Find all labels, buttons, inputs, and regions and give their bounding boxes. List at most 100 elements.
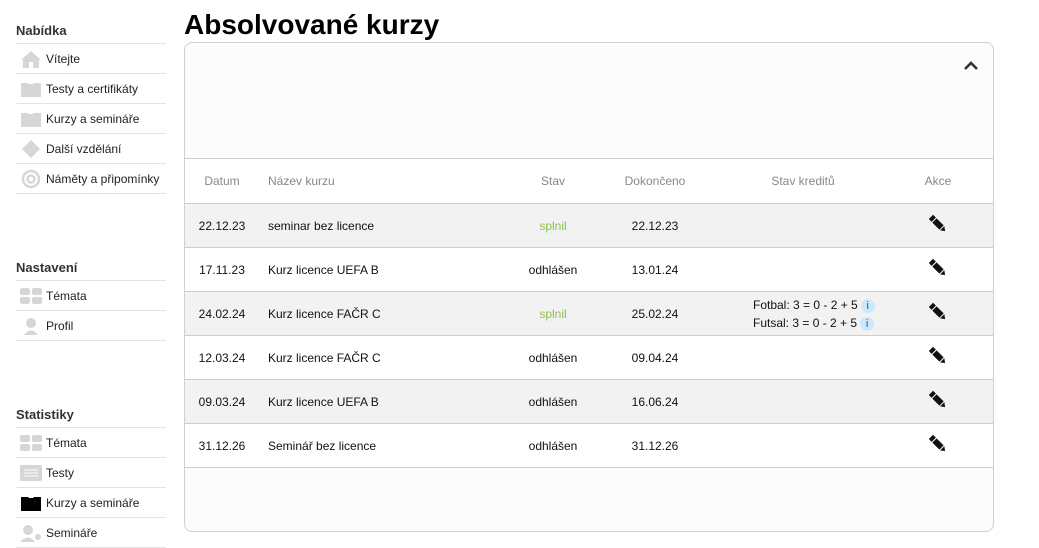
sidebar-item-label: Kurzy a semináře	[46, 495, 140, 510]
chevron-up-icon[interactable]	[963, 55, 979, 76]
col-nazev: Název kurzu	[259, 158, 519, 204]
col-kredity: Stav kreditů	[723, 158, 883, 204]
sidebar-item-label: Semináře	[46, 525, 98, 540]
cell-dokonceno: 13.01.24	[587, 247, 723, 292]
sidebar-item-label: Témata	[46, 288, 87, 303]
sidebar-item[interactable]: Témata	[16, 281, 166, 311]
sidebar-section-title: Nastavení	[16, 255, 166, 281]
edit-pencil-icon[interactable]	[928, 434, 948, 457]
cell-dokonceno: 22.12.23	[587, 203, 723, 248]
table-row: 17.11.23 Kurz licence UEFA B odhlášen 13…	[185, 247, 993, 292]
cell-datum: 17.11.23	[185, 247, 259, 292]
home-icon	[20, 50, 42, 68]
sidebar-item[interactable]: Vítejte	[16, 44, 166, 74]
sidebar-item[interactable]: Kurzy a semináře	[16, 488, 166, 518]
sidebar-item[interactable]: Testy	[16, 458, 166, 488]
sidebar-item[interactable]: Testy a certifikáty	[16, 74, 166, 104]
cell-akce	[883, 291, 993, 336]
edit-pencil-icon[interactable]	[928, 346, 948, 369]
col-datum: Datum	[185, 158, 259, 204]
grid-icon	[20, 287, 42, 305]
cell-dokonceno: 09.04.24	[587, 335, 723, 380]
edit-pencil-icon[interactable]	[928, 390, 948, 413]
table-row: 24.02.24 Kurz licence FAČR C splnil 25.0…	[185, 291, 993, 336]
cell-stav: splnil	[519, 291, 587, 336]
cell-kredity	[723, 423, 883, 468]
sidebar-item[interactable]: Semináře	[16, 518, 166, 548]
sidebar-section: Statistiky Témata Testy Kurzy a semináře Sem…	[16, 402, 166, 548]
sidebar-item-label: Profil	[46, 318, 74, 333]
info-icon[interactable]: i	[860, 298, 875, 313]
grid-icon	[20, 434, 42, 452]
cell-nazev: Kurz licence UEFA B	[259, 379, 519, 424]
cell-akce	[883, 247, 993, 292]
cell-datum: 09.03.24	[185, 379, 259, 424]
folder-icon	[20, 110, 42, 128]
sidebar-item-label: Testy a certifikáty	[46, 81, 139, 96]
sidebar-item[interactable]: Náměty a připomínky	[16, 164, 166, 194]
table-header: Datum Název kurzu Stav Dokončeno Stav kr…	[185, 158, 993, 204]
sidebar-item[interactable]: Další vzdělání	[16, 134, 166, 164]
sidebar-item[interactable]: Témata	[16, 428, 166, 458]
cell-kredity	[723, 379, 883, 424]
credit-text: Futsal: 3 = 0 - 2 + 5	[753, 315, 858, 330]
cell-nazev: Kurz licence FAČR C	[259, 291, 519, 336]
cell-stav: odhlášen	[519, 335, 587, 380]
credit-text: Fotbal: 3 = 0 - 2 + 5	[753, 297, 858, 312]
table-row: 31.12.26 Seminář bez licence odhlášen 31…	[185, 423, 993, 468]
cell-stav: odhlášen	[519, 379, 587, 424]
cell-akce	[883, 335, 993, 380]
folder-icon	[20, 494, 42, 512]
cell-stav: odhlášen	[519, 423, 587, 468]
cell-akce	[883, 203, 993, 248]
cell-akce	[883, 423, 993, 468]
cell-kredity	[723, 247, 883, 292]
edit-pencil-icon[interactable]	[928, 258, 948, 281]
edit-pencil-icon[interactable]	[928, 302, 948, 325]
sidebar-item-label: Další vzdělání	[46, 141, 122, 156]
sidebar-item-label: Vítejte	[46, 51, 81, 66]
sidebar-section-title: Nabídka	[16, 18, 166, 44]
info-icon[interactable]: i	[860, 316, 875, 331]
cell-nazev: Kurz licence FAČR C	[259, 335, 519, 380]
page-title: Absolvované kurzy	[184, 9, 440, 40]
list-icon	[20, 464, 42, 482]
sidebar-section-title: Statistiky	[16, 402, 166, 428]
cell-nazev: seminar bez licence	[259, 203, 519, 248]
sidebar-item-label: Testy	[46, 465, 75, 480]
cell-kredity	[723, 335, 883, 380]
edit-pencil-icon[interactable]	[928, 214, 948, 237]
col-akce: Akce	[883, 158, 993, 204]
table-row: 12.03.24 Kurz licence FAČR C odhlášen 09…	[185, 335, 993, 380]
sidebar-item[interactable]: Profil	[16, 311, 166, 341]
cell-datum: 24.02.24	[185, 291, 259, 336]
at-icon	[20, 169, 42, 188]
cell-nazev: Seminář bez licence	[259, 423, 519, 468]
diamond-icon	[20, 139, 42, 158]
courses-table: Datum Název kurzu Stav Dokončeno Stav kr…	[185, 158, 993, 468]
cell-kredity: Fotbal: 3 = 0 - 2 + 5 i Futsal: 3 = 0 - 2 …	[723, 291, 883, 336]
sidebar-item[interactable]: Kurzy a semináře	[16, 104, 166, 134]
table-row: 22.12.23 seminar bez licence splnil 22.1…	[185, 203, 993, 248]
user-icon	[20, 317, 42, 335]
users-icon	[20, 524, 42, 542]
sidebar-item-label: Náměty a připomínky	[46, 171, 160, 186]
cell-dokonceno: 31.12.26	[587, 423, 723, 468]
sidebar-item-label: Kurzy a semináře	[46, 111, 140, 126]
cell-akce	[883, 379, 993, 424]
courses-panel: Datum Název kurzu Stav Dokončeno Stav kr…	[184, 42, 994, 532]
table-row: 09.03.24 Kurz licence UEFA B odhlášen 16…	[185, 379, 993, 424]
sidebar-section: Nastavení Témata Profil	[16, 255, 166, 341]
cell-dokonceno: 16.06.24	[587, 379, 723, 424]
cell-stav: odhlášen	[519, 247, 587, 292]
cell-nazev: Kurz licence UEFA B	[259, 247, 519, 292]
cell-datum: 31.12.26	[185, 423, 259, 468]
folder-icon	[20, 80, 42, 98]
cell-datum: 22.12.23	[185, 203, 259, 248]
cell-datum: 12.03.24	[185, 335, 259, 380]
cell-dokonceno: 25.02.24	[587, 291, 723, 336]
cell-stav: splnil	[519, 203, 587, 248]
col-stav: Stav	[519, 158, 587, 204]
